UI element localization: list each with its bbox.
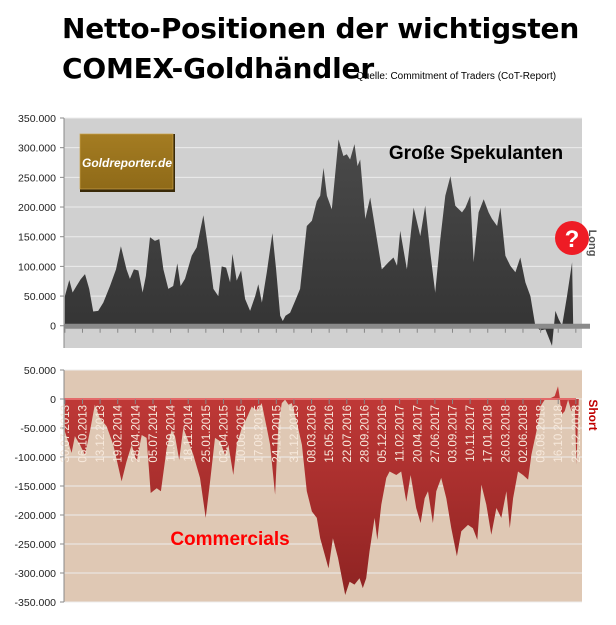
y-tick-label: 0: [50, 394, 56, 406]
x-tick-label: 03.04.2015: [218, 405, 230, 463]
question-badge: ?: [555, 221, 589, 255]
x-tick-label: 10.06.2015: [236, 405, 248, 463]
x-tick-label: 10.11.2017: [465, 405, 477, 462]
question-mark: ?: [565, 226, 580, 253]
x-tick-label: 31.12.2015: [289, 405, 301, 463]
x-tick-label: 06.10.2013: [78, 405, 90, 463]
x-tick-label: 24.10.2015: [271, 405, 283, 463]
x-tick-label: 15.05.2016: [324, 405, 336, 463]
long-label: Long: [586, 230, 598, 257]
series-label-grosse-spekulanten: Große Spekulanten: [389, 143, 563, 164]
y-tick-label: 0: [50, 321, 56, 333]
logo-text: Goldreporter.de: [82, 156, 172, 170]
x-tick-label: 02.06.2018: [518, 405, 530, 463]
x-tick-label: 16.10.2018: [553, 405, 565, 463]
y-tick-label: 200.000: [18, 202, 56, 214]
x-tick-label: 09.08.2018: [536, 405, 548, 463]
y-tick-label: -300.000: [15, 568, 57, 580]
x-tick-label: 25.01.2015: [201, 405, 213, 463]
x-tick-label: 22.07.2016: [342, 405, 354, 463]
top-x-ticks: [64, 328, 577, 333]
x-tick-label: 18.11.2014: [183, 404, 195, 461]
y-tick-label: -250.000: [15, 539, 57, 551]
x-tick-label: 11.02.2017: [395, 405, 407, 462]
y-tick-label: -100.000: [15, 452, 57, 464]
x-tick-label: 19.02.2014: [113, 404, 125, 462]
series-label-commercials: Commercials: [170, 529, 289, 550]
bottom-y-axis: 50.000 0 -50.000 -100.000 -150.000 -200.000 -2…: [15, 365, 57, 609]
x-tick-label: 28.09.2016: [359, 405, 371, 463]
y-tick-label: 50.000: [24, 365, 56, 377]
x-tick-label: 20.04.2017: [412, 405, 424, 463]
x-tick-label: 03.09.2017: [448, 405, 460, 463]
goldreporter-logo: Goldreporter.de: [79, 133, 175, 192]
series-area-grosse-spekulanten: [64, 139, 574, 346]
x-tick-label: 05.07.2014: [148, 404, 160, 462]
x-tick-label: 17.08.2015: [254, 405, 266, 463]
y-tick-label: 100.000: [18, 261, 56, 273]
y-tick-label: -350.000: [15, 597, 57, 609]
top-zero-line: [64, 323, 590, 329]
chart-title-line1: Netto-Positionen der wichtigsten: [62, 12, 580, 45]
y-tick-label: 150.000: [18, 232, 56, 244]
x-tick-label: 28.04.2014: [130, 404, 142, 462]
x-tick-label: 05.12.2016: [377, 405, 389, 463]
short-label: Short: [586, 399, 600, 430]
y-tick-label: -50.000: [20, 423, 56, 435]
y-tick-label: 350.000: [18, 113, 56, 125]
y-tick-label: 250.000: [18, 172, 56, 184]
y-tick-label: 300.000: [18, 143, 56, 155]
bottom-x-ticks: [64, 399, 577, 404]
bottom-x-axis-labels: 30.07.2013 06.10.2013 13.12.2013 19.02.2014…: [60, 404, 583, 462]
x-tick-label: 11.09.2014: [166, 404, 178, 461]
series-area-commercials: [64, 386, 579, 595]
x-tick-label: 26.03.2018: [500, 405, 512, 463]
y-tick-label: -200.000: [15, 510, 57, 522]
y-tick-label: 50.000: [24, 291, 56, 303]
y-tick-label: -150.000: [15, 481, 57, 493]
top-y-axis: 350.000 300.000 250.000 200.000 150.000 100.0…: [18, 113, 56, 333]
x-tick-label: 30.07.2013: [60, 405, 72, 463]
question-circle-icon: [555, 221, 589, 255]
x-tick-label: 08.03.2016: [307, 405, 319, 463]
x-tick-label: 13.12.2013: [95, 405, 107, 463]
x-tick-label: 23.12.2018: [571, 405, 583, 463]
x-tick-label: 27.06.2017: [430, 405, 442, 463]
chart-title-line2: COMEX-Goldhändler: [62, 52, 374, 85]
source-note: Quelle: Commitment of Traders (CoT-Repor…: [356, 71, 557, 82]
x-tick-label: 17.01.2018: [483, 405, 495, 463]
